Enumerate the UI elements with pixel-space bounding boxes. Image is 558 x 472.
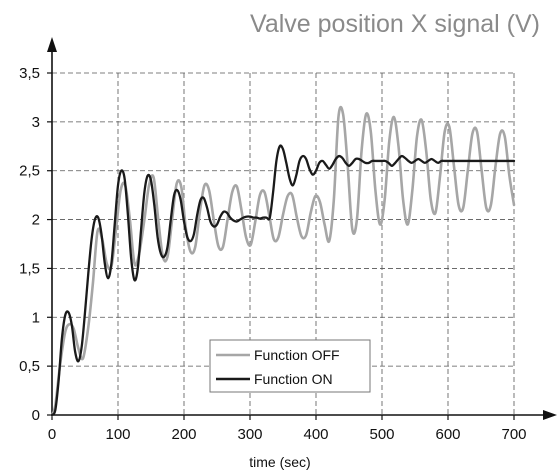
axis-layer: 0 100 200 300 400 500 600 700 0 0,5 1 1,5 2 2,5 3 3,5 <box>19 37 557 443</box>
x-tick-label-1: 100 <box>105 426 130 443</box>
legend-label-off: Function OFF <box>254 347 340 363</box>
legend: Function OFF Function ON <box>209 339 371 393</box>
y-tick-label-4: 2 <box>32 212 40 229</box>
x-axis-label: time (sec) <box>249 454 310 470</box>
legend-label-on: Function ON <box>254 371 333 387</box>
x-tick-label-0: 0 <box>48 426 56 443</box>
series-layer <box>50 105 516 417</box>
y-axis-arrow <box>47 37 57 52</box>
x-tick-label-2: 200 <box>171 426 196 443</box>
x-tick-label-3: 300 <box>237 426 262 443</box>
y-tick-label-1: 0,5 <box>19 358 40 375</box>
series-line-function-on <box>50 144 516 417</box>
y-tick-label-3: 1,5 <box>19 260 40 277</box>
x-tick-label-6: 600 <box>435 426 460 443</box>
y-tick-label-0: 0 <box>32 407 40 424</box>
y-tick-label-2: 1 <box>32 309 40 326</box>
y-tick-label-5: 2,5 <box>19 163 40 180</box>
grid-layer <box>52 72 515 415</box>
x-tick-label-4: 400 <box>303 426 328 443</box>
x-axis-arrow <box>543 410 557 420</box>
x-tick-label-5: 500 <box>369 426 394 443</box>
y-tick-label-7: 3,5 <box>19 65 40 82</box>
y-tick-label-6: 3 <box>32 114 40 131</box>
legend-box <box>209 339 371 393</box>
series-line-function-off <box>50 105 516 417</box>
chart-title: Valve position X signal (V) <box>250 10 540 38</box>
x-tick-label-7: 700 <box>501 426 526 443</box>
